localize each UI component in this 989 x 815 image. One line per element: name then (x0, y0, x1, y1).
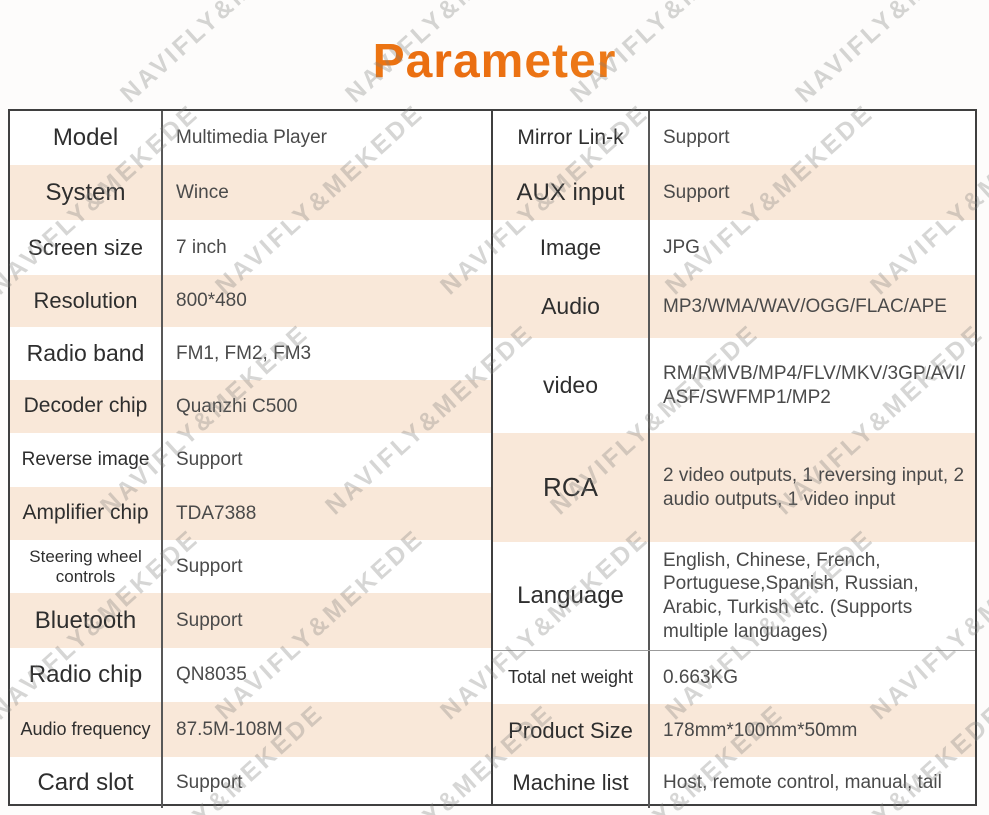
spec-value: TDA7388 (176, 502, 257, 524)
spec-label: Machine list (493, 757, 650, 808)
spec-label: AUX input (493, 165, 650, 220)
table-row: video RM/RMVB/MP4/FLV/MKV/3GP/AVI/ASF/SW… (493, 338, 975, 433)
table-row: AUX input Support (493, 165, 975, 220)
table-row: Model Multimedia Player (10, 111, 491, 165)
spec-value: 0.663KG (663, 666, 738, 688)
spec-value: 87.5M-108M (176, 718, 283, 740)
table-left-half: Model Multimedia Player System Wince Scr… (10, 111, 491, 808)
spec-value: English, Chinese, French, Portuguese,Spa… (663, 549, 919, 642)
spec-value: JPG (663, 236, 700, 258)
spec-label: Card slot (10, 757, 163, 808)
spec-value: Wince (176, 181, 229, 203)
table-row: Machine list Host, remote control, manua… (493, 757, 975, 808)
spec-label: RCA (493, 433, 650, 542)
spec-value: 178mm*100mm*50mm (663, 719, 858, 741)
spec-value: QN8035 (176, 664, 247, 686)
spec-value: Support (176, 449, 243, 471)
table-row: Reverse image Support (10, 433, 491, 487)
spec-value: Support (176, 555, 243, 577)
spec-value: Support (176, 609, 243, 631)
table-right-half: Mirror Lin-k Support AUX input Support I… (491, 111, 975, 808)
spec-value: FM1, FM2, FM3 (176, 342, 312, 364)
spec-label: System (10, 165, 163, 220)
spec-label: Total net weight (493, 651, 650, 704)
table-row: Resolution 800*480 (10, 275, 491, 327)
spec-value: Support (663, 181, 730, 203)
spec-label: Decoder chip (10, 380, 163, 433)
spec-label: Resolution (10, 275, 163, 327)
spec-value: 800*480 (176, 290, 247, 312)
spec-value: 2 video outputs, 1 reversing input, 2 au… (663, 464, 965, 510)
spec-value: 7 inch (176, 236, 227, 258)
table-row: Mirror Lin-k Support (493, 111, 975, 165)
table-row: Audio MP3/WMA/WAV/OGG/FLAC/APE (493, 275, 975, 338)
spec-value: Multimedia Player (176, 127, 327, 149)
spec-label: Audio (493, 275, 650, 338)
table-row: Card slot Support (10, 757, 491, 808)
spec-label: Screen size (10, 220, 163, 275)
spec-label: Bluetooth (10, 593, 163, 648)
table-row: Image JPG (493, 220, 975, 275)
table-row: System Wince (10, 165, 491, 220)
spec-label: Language (493, 542, 650, 650)
table-row: Radio chip QN8035 (10, 648, 491, 702)
spec-label: video (493, 338, 650, 433)
spec-value: MP3/WMA/WAV/OGG/FLAC/APE (663, 295, 947, 317)
page-title: Parameter (0, 34, 989, 89)
table-row: Decoder chip Quanzhi C500 (10, 380, 491, 433)
table-row: Radio band FM1, FM2, FM3 (10, 327, 491, 380)
spec-label: Radio band (10, 327, 163, 380)
table-row: Audio frequency 87.5M-108M (10, 702, 491, 757)
table-row: Total net weight 0.663KG (493, 650, 975, 704)
parameter-table: Model Multimedia Player System Wince Scr… (8, 109, 977, 808)
spec-value: Support (663, 127, 730, 149)
spec-value: Support (176, 771, 243, 793)
table-row: Product Size 178mm*100mm*50mm (493, 704, 975, 757)
table-row: Bluetooth Support (10, 593, 491, 648)
spec-label: Audio frequency (10, 702, 163, 757)
spec-value: RM/RMVB/MP4/FLV/MKV/3GP/AVI/ASF/SWFMP1/M… (663, 362, 966, 408)
table-row: Screen size 7 inch (10, 220, 491, 275)
spec-label: Radio chip (10, 648, 163, 702)
table-row: RCA 2 video outputs, 1 reversing input, … (493, 433, 975, 542)
spec-label: Amplifier chip (10, 487, 163, 540)
spec-label: Steering wheel controls (10, 540, 163, 593)
spec-value: Quanzhi C500 (176, 395, 298, 417)
spec-label: Model (10, 111, 163, 165)
table-row: Amplifier chip TDA7388 (10, 487, 491, 540)
spec-value: Host, remote control, manual, tail (663, 771, 942, 793)
table-row: Language English, Chinese, French, Portu… (493, 542, 975, 650)
spec-label: Product Size (493, 704, 650, 757)
table-row: Steering wheel controls Support (10, 540, 491, 593)
spec-label: Mirror Lin-k (493, 111, 650, 165)
spec-label: Reverse image (10, 433, 163, 487)
spec-label: Image (493, 220, 650, 275)
